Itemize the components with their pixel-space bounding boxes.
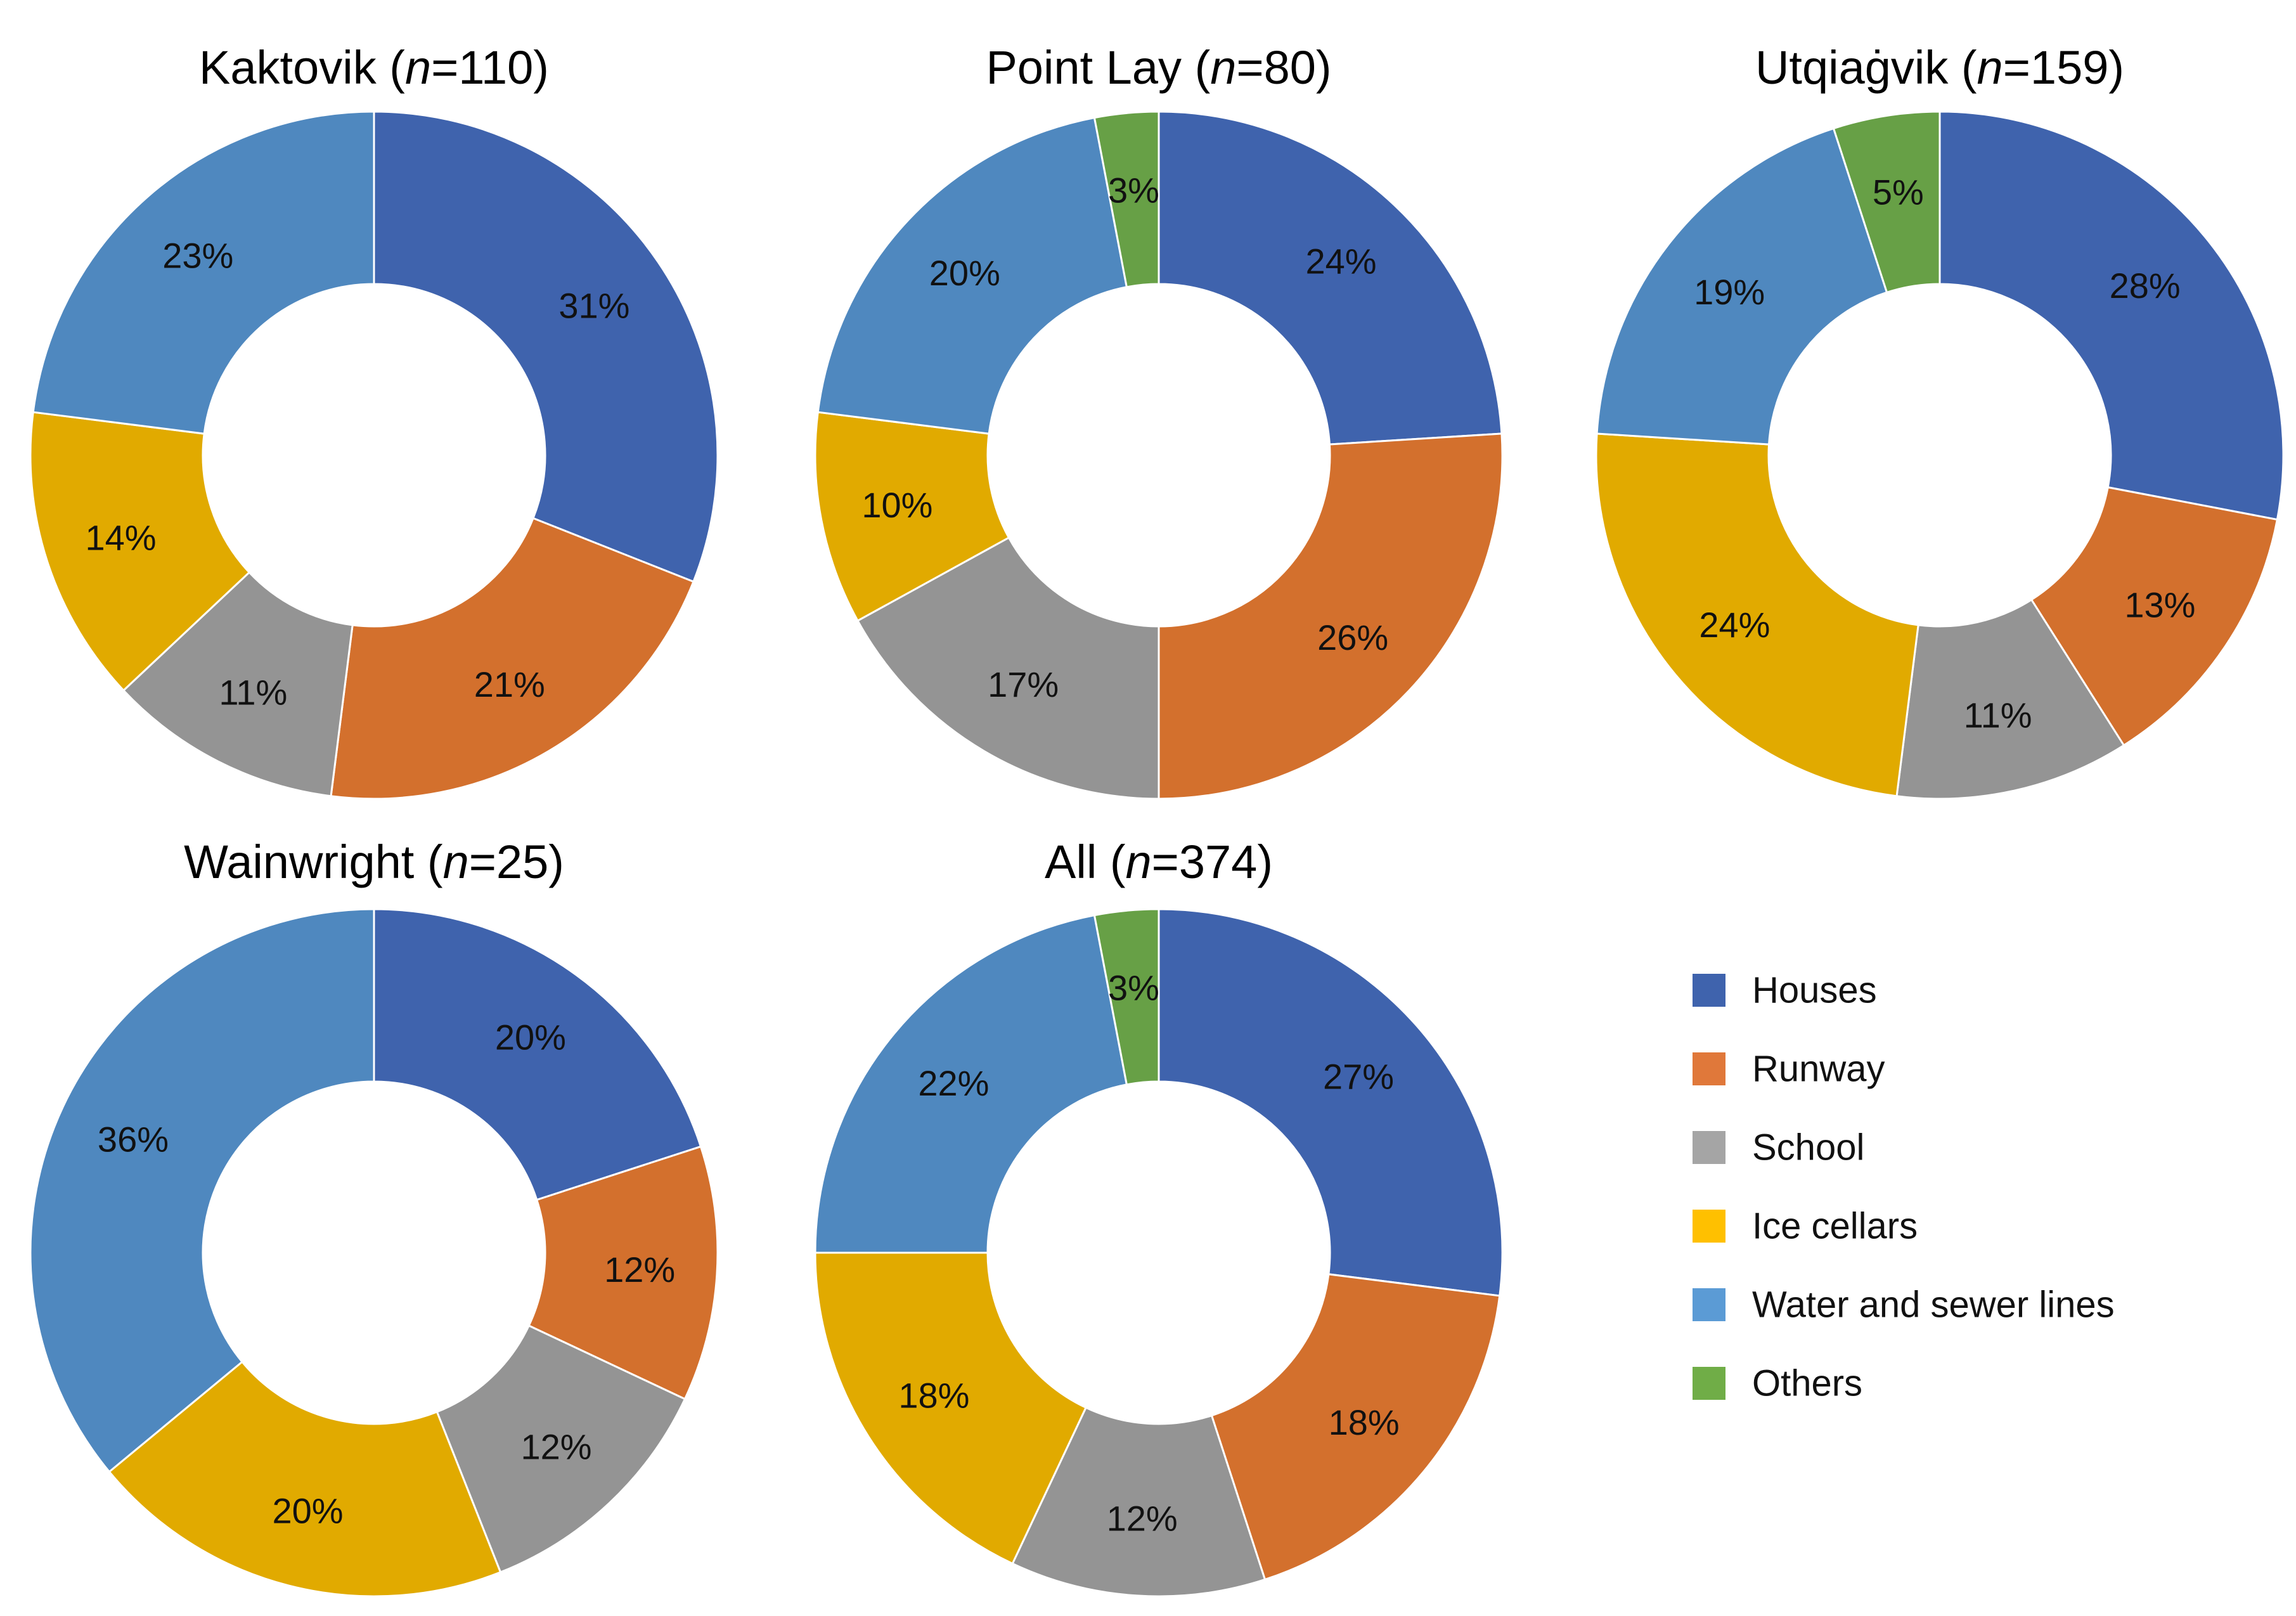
slice-label-utqiagvik-ice-cellars: 24% [1699,605,1770,645]
slice-point-lay-runway [1158,432,1504,800]
legend-swatch-water-and-sewer-lines [1693,1288,1725,1321]
slice-point-lay-houses [1158,110,1503,446]
chart-kaktovik: Kaktovik (n=110) 31% 21% 11% 14% 23% [29,41,719,800]
slice-label-all-houses: 27% [1323,1057,1394,1097]
chart-title-point-lay: Point Lay (n=80) [986,41,1331,94]
slice-all-school [1011,1406,1267,1598]
slice-label-point-lay-houses: 24% [1305,241,1376,281]
chart-point-lay: Point Lay (n=80) 24% 26% 17% 10% 20% 3% [814,41,1504,800]
slice-label-utqiagvik-water-and-sewer-lines: 19% [1694,272,1765,312]
slice-label-wainwright-school: 12% [520,1427,591,1467]
slice-label-kaktovik-water-and-sewer-lines: 23% [162,235,233,275]
chart-title-all: All (n=374) [1045,836,1273,888]
chart-wainwright: Wainwright (n=25) 20% 12% 12% 20% 36% [29,836,719,1598]
slice-label-kaktovik-runway: 21% [474,664,545,704]
slice-wainwright-water-and-sewer-lines [29,908,375,1473]
slice-label-all-others: 3% [1108,967,1159,1007]
slice-kaktovik-ice-cellars [29,411,251,692]
slice-kaktovik-water-and-sewer-lines [32,110,375,435]
slice-all-water-and-sewer-lines [814,914,1128,1254]
slice-label-wainwright-ice-cellars: 20% [273,1490,344,1530]
slice-label-wainwright-water-and-sewer-lines: 36% [98,1120,169,1160]
slice-wainwright-ice-cellars [108,1360,502,1598]
legend-label-runway: Runway [1752,1049,1885,1090]
slice-label-wainwright-runway: 12% [604,1250,675,1290]
slice-utqiagvik-houses [1938,110,2285,521]
slice-utqiagvik-school [1895,598,2125,800]
slice-point-lay-ice-cellars [814,411,1010,623]
legend-swatch-others [1693,1367,1725,1400]
slice-wainwright-houses [373,908,702,1201]
slice-label-utqiagvik-school: 11% [1964,695,2032,735]
slice-all-ice-cellars [814,1251,1088,1565]
slice-all-others [1093,908,1160,1086]
legend-label-others: Others [1752,1363,1862,1404]
slice-point-lay-school [856,536,1160,800]
legend-label-school: School [1752,1127,1864,1168]
slice-label-kaktovik-houses: 31% [558,285,629,325]
chart-utqiagvik: Utqiaġvik (n=159) 28% 13% 11% 24% 19% 5% [1595,41,2285,800]
slice-label-utqiagvik-runway: 13% [2124,585,2195,625]
slice-point-lay-others [1093,110,1160,288]
slice-label-kaktovik-ice-cellars: 14% [86,517,157,557]
legend-label-ice-cellars: Ice cellars [1752,1206,1918,1247]
slice-label-point-lay-water-and-sewer-lines: 20% [929,253,1000,293]
legend-swatch-ice-cellars [1693,1210,1725,1243]
slice-wainwright-runway [527,1145,719,1400]
slice-kaktovik-houses [373,110,719,583]
chart-all: All (n=374) 27% 18% 12% 18% 22% 3% [814,836,1504,1598]
slice-label-kaktovik-school: 11% [219,673,287,713]
slice-utqiagvik-others [1832,110,1941,294]
slice-utqiagvik-ice-cellars [1595,432,1919,798]
slice-kaktovik-runway [330,517,695,800]
slice-label-point-lay-school: 17% [988,664,1059,704]
slice-label-wainwright-houses: 20% [495,1018,566,1057]
chart-title-kaktovik: Kaktovik (n=110) [199,41,549,94]
slice-utqiagvik-water-and-sewer-lines [1596,127,1888,446]
slice-label-point-lay-ice-cellars: 10% [861,485,932,525]
slice-label-all-ice-cellars: 18% [898,1376,969,1416]
slice-label-point-lay-runway: 26% [1317,617,1388,657]
slice-label-utqiagvik-houses: 28% [2110,266,2181,306]
slice-point-lay-water-and-sewer-lines [816,116,1128,435]
legend-swatch-houses [1693,974,1725,1007]
chart-title-utqiagvik: Utqiaġvik (n=159) [1755,41,2124,94]
slice-wainwright-school [435,1324,687,1574]
slice-label-point-lay-others: 3% [1108,170,1159,210]
legend-swatch-runway [1693,1052,1725,1085]
legend-label-water-and-sewer-lines: Water and sewer lines [1752,1284,2115,1326]
slice-kaktovik-school [122,571,354,798]
chart-title-wainwright: Wainwright (n=25) [184,836,564,888]
slice-label-all-runway: 18% [1329,1402,1400,1442]
slice-label-all-school: 12% [1107,1499,1178,1539]
legend: Houses Runway School Ice cellars Water and s… [1693,970,2115,1404]
slice-all-runway [1210,1273,1501,1581]
slice-utqiagvik-runway [2030,486,2279,747]
legend-swatch-school [1693,1131,1725,1164]
slice-all-houses [1158,908,1504,1297]
slice-label-all-water-and-sewer-lines: 22% [918,1063,989,1103]
legend-label-houses: Houses [1752,970,1877,1011]
slice-label-utqiagvik-others: 5% [1873,172,1924,212]
